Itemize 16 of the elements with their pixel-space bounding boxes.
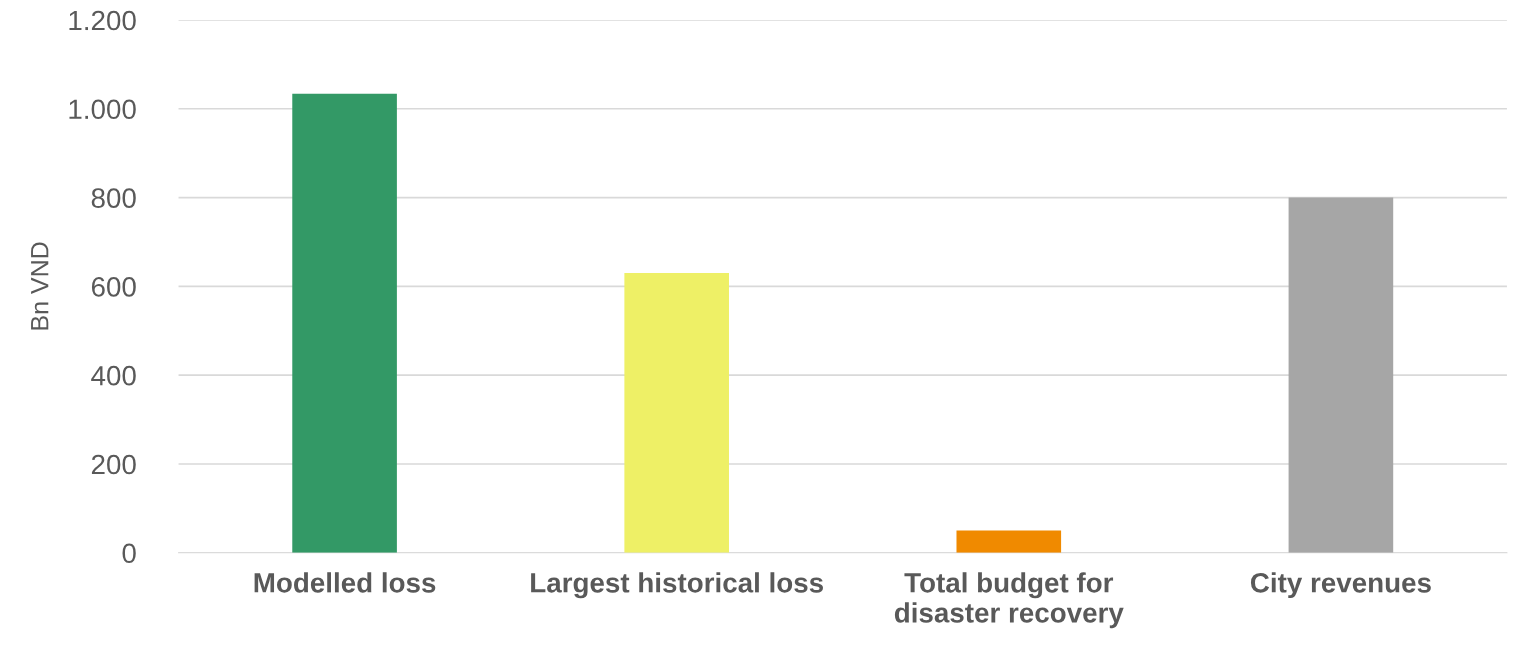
y-tick-label: 0 — [122, 543, 136, 564]
x-tick-label: City revenues — [1250, 572, 1431, 599]
y-tick-label: 800 — [91, 188, 136, 208]
x-tick-label: Modelled loss — [254, 572, 436, 593]
y-tick-label: 200 — [91, 454, 136, 475]
bar — [624, 273, 729, 553]
y-tick-label: 600 — [91, 277, 136, 297]
bar — [956, 530, 1062, 553]
bar — [292, 93, 397, 553]
bar — [1288, 197, 1394, 553]
x-tick-label: Largest historical loss — [531, 572, 823, 599]
y-tick-label: 1.000 — [69, 99, 136, 120]
y-tick-label: 400 — [91, 365, 136, 386]
y-tick-label: 1.200 — [69, 10, 136, 31]
x-tick-label: Total budget for disaster recovery — [894, 572, 1124, 629]
y-axis-title: Bn VND — [31, 242, 49, 330]
